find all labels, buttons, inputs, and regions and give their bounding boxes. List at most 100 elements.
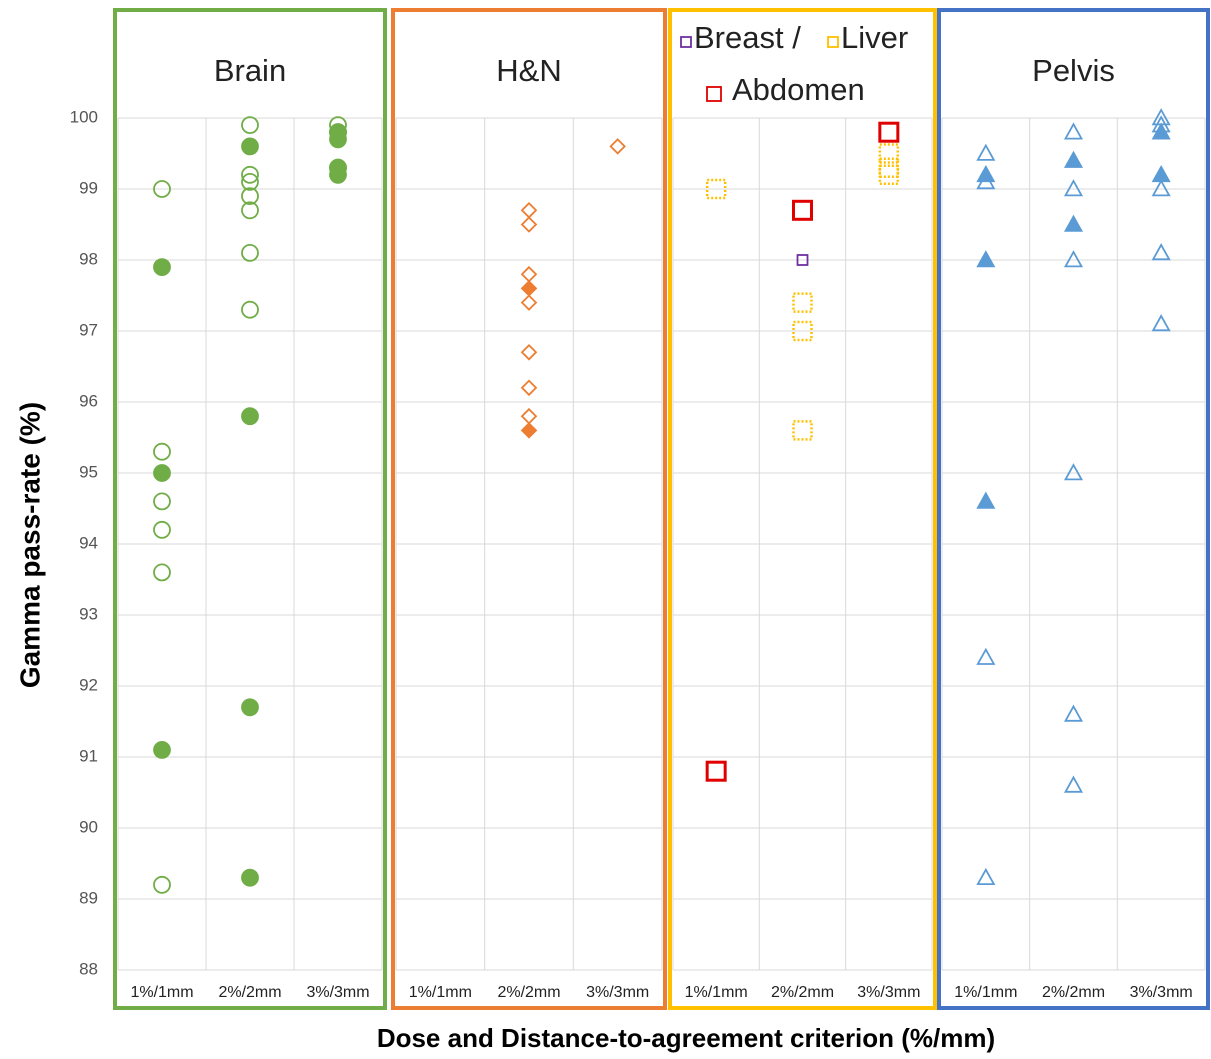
panel-title: Brain <box>214 53 286 88</box>
x-tick-label: 1%/1mm <box>685 984 748 1001</box>
x-tick-label: 2%/2mm <box>218 984 281 1001</box>
point <box>241 187 259 206</box>
y-tick-label: 95 <box>79 462 98 481</box>
panel-border <box>937 8 1210 1010</box>
point <box>520 265 538 283</box>
point <box>520 294 538 311</box>
point <box>1151 314 1171 332</box>
panel-title: Pelvis <box>1032 53 1115 88</box>
point <box>520 280 538 297</box>
point <box>792 420 813 441</box>
point <box>1063 122 1084 140</box>
point <box>520 379 538 397</box>
x-tick-label: 1%/1mm <box>409 984 472 1001</box>
x-tick-label: 3%/3mm <box>306 984 369 1001</box>
point <box>153 442 171 461</box>
x-tick-label: 3%/3mm <box>1130 984 1193 1001</box>
point <box>241 868 259 887</box>
point <box>241 137 259 156</box>
y-tick-label: 99 <box>79 178 98 197</box>
point <box>241 116 259 134</box>
x-tick-label: 3%/3mm <box>586 984 649 1001</box>
point <box>976 164 996 183</box>
point <box>796 254 809 266</box>
point <box>878 157 900 178</box>
point <box>878 164 900 186</box>
point <box>153 464 171 482</box>
y-tick-label: 96 <box>79 391 98 410</box>
x-tick-label: 2%/2mm <box>497 984 560 1001</box>
point <box>241 407 259 426</box>
x-tick-label: 2%/2mm <box>771 984 834 1001</box>
point <box>520 202 538 219</box>
point <box>976 250 996 268</box>
point <box>1151 164 1171 183</box>
x-tick-label: 1%/1mm <box>954 984 1017 1001</box>
legend-label: Liver <box>841 20 908 55</box>
point <box>241 243 259 262</box>
legend-marker <box>706 86 722 102</box>
point <box>1151 122 1171 140</box>
panel-border <box>668 8 937 1010</box>
point <box>878 143 900 164</box>
point <box>1063 775 1084 793</box>
legend-label: Abdomen <box>732 72 865 107</box>
point <box>705 760 727 782</box>
point <box>705 178 727 200</box>
y-axis-label: Gamma pass-rate (%) <box>14 402 45 688</box>
point <box>1063 179 1084 197</box>
point <box>1063 214 1084 232</box>
point <box>329 123 347 142</box>
y-tick-label: 90 <box>79 817 98 836</box>
x-tick-label: 1%/1mm <box>130 984 193 1001</box>
point <box>520 344 538 361</box>
point <box>153 875 171 894</box>
point <box>609 138 626 155</box>
y-tick-label: 92 <box>79 675 98 694</box>
point <box>520 407 538 425</box>
point <box>976 491 996 509</box>
y-tick-label: 93 <box>79 604 98 623</box>
point <box>1063 704 1084 722</box>
point <box>1151 179 1171 197</box>
point <box>976 867 996 885</box>
point <box>520 216 538 233</box>
point <box>1063 150 1084 168</box>
point <box>153 563 171 582</box>
point <box>153 258 171 277</box>
y-tick-label: 88 <box>79 959 98 978</box>
point <box>241 300 259 319</box>
point <box>241 165 259 184</box>
y-tick-label: 97 <box>79 320 98 339</box>
panel-title: H&N <box>496 53 561 88</box>
point <box>153 741 171 759</box>
point <box>153 520 171 539</box>
x-axis-label: Dose and Distance-to-agreement criterion… <box>377 1023 995 1053</box>
point <box>1063 463 1084 481</box>
y-tick-label: 100 <box>70 107 98 126</box>
point <box>241 698 259 717</box>
legend-marker <box>680 36 692 48</box>
point <box>1063 250 1084 268</box>
y-tick-label: 89 <box>79 888 98 907</box>
point <box>792 199 813 221</box>
y-tick-label: 91 <box>79 746 98 765</box>
point <box>792 320 813 342</box>
point <box>976 647 996 665</box>
legend-label: Breast / <box>694 20 801 55</box>
point <box>241 201 259 220</box>
point <box>976 143 996 161</box>
y-tick-label: 94 <box>79 533 98 552</box>
panel-border <box>113 8 387 1010</box>
x-tick-label: 2%/2mm <box>1042 984 1105 1001</box>
point <box>241 172 259 191</box>
legend-marker <box>827 36 839 48</box>
point <box>329 165 347 184</box>
x-tick-label: 3%/3mm <box>857 984 920 1001</box>
point <box>153 180 171 198</box>
point <box>1151 243 1171 261</box>
point <box>520 422 538 439</box>
y-tick-label: 98 <box>79 249 98 268</box>
point <box>153 492 171 511</box>
